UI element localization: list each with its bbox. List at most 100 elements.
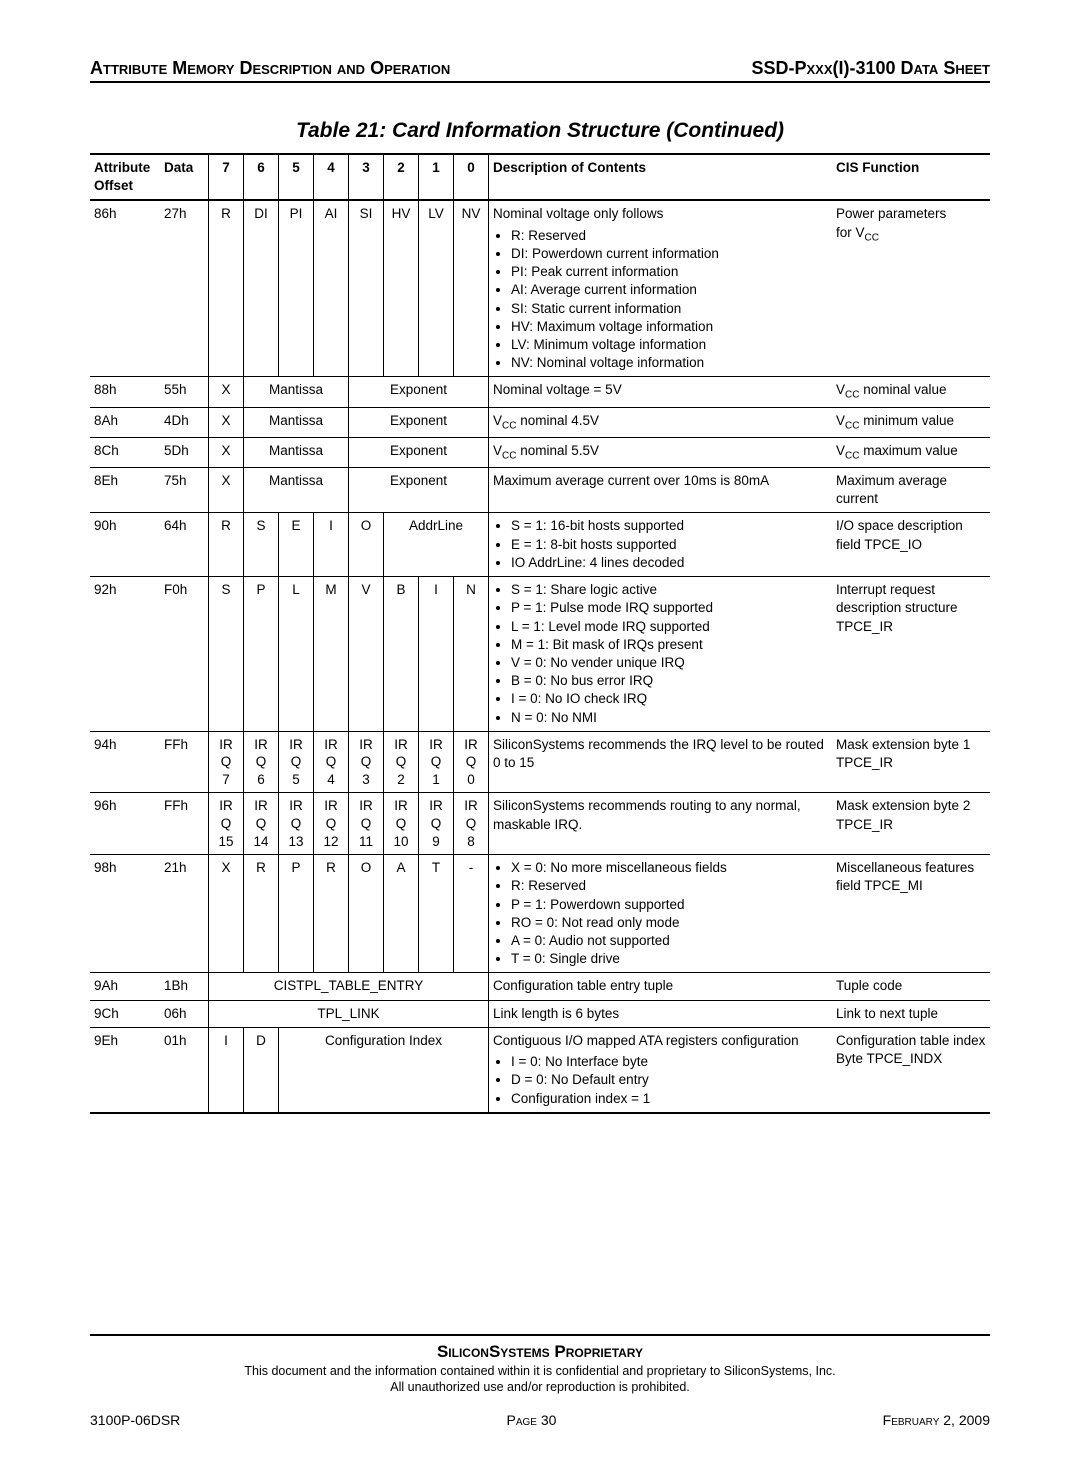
list-item: N = 0: No NMI: [511, 709, 828, 727]
cell-cis: Link to next tuple: [832, 1000, 990, 1027]
bit-cell: IRQ10: [384, 793, 419, 855]
bit-span: Configuration Index: [279, 1027, 489, 1112]
col-bit0: 0: [454, 154, 489, 200]
cell-offset: 8Ah: [90, 407, 160, 437]
bit-span: Exponent: [349, 407, 489, 437]
cis-sub: CC: [845, 390, 859, 401]
table-row: 90h 64h R S E I O AddrLine S = 1: 16-bit…: [90, 513, 990, 577]
bit-cell: I: [209, 1027, 244, 1112]
cell-desc: SiliconSystems recommends routing to any…: [489, 793, 833, 855]
table-row: 9Ch 06h TPL_LINK Link length is 6 bytes …: [90, 1000, 990, 1027]
table-row: 9Eh 01h I D Configuration Index Contiguo…: [90, 1027, 990, 1112]
table-row: 98h 21h X R P R O A T - X = 0: No more m…: [90, 855, 990, 973]
list-item: S = 1: 16-bit hosts supported: [511, 517, 828, 535]
list-item: R: Reserved: [511, 227, 828, 245]
col-bit3: 3: [349, 154, 384, 200]
cell-data: 75h: [160, 467, 209, 512]
table-row: 92h F0h S P L M V B I N S = 1: Share log…: [90, 577, 990, 732]
bit-span: Mantissa: [244, 407, 349, 437]
cell-data: 01h: [160, 1027, 209, 1112]
header-right: SSD-Pxxx(I)-3100 Data Sheet: [751, 58, 990, 79]
footer-date: February 2, 2009: [883, 1412, 990, 1428]
list-item: DI: Powerdown current information: [511, 245, 828, 263]
list-item: Configuration index = 1: [511, 1090, 828, 1108]
bit-cell: IRQ0: [454, 731, 489, 793]
list-item: V = 0: No vender unique IRQ: [511, 654, 828, 672]
bit-cell: DI: [244, 200, 279, 376]
cell-cis: Configuration table index Byte TPCE_INDX: [832, 1027, 990, 1112]
col-bit6: 6: [244, 154, 279, 200]
bit-cell: L: [279, 577, 314, 732]
cell-offset: 90h: [90, 513, 160, 577]
cell-desc: VCC nominal 4.5V: [489, 407, 833, 437]
bit-span: Exponent: [349, 377, 489, 407]
bit-cell: IRQ5: [279, 731, 314, 793]
col-desc: Description of Contents: [489, 154, 833, 200]
table-row: 86h 27h R DI PI AI SI HV LV NV Nominal v…: [90, 200, 990, 376]
cell-cis: VCC minimum value: [832, 407, 990, 437]
bit-cell: P: [279, 855, 314, 973]
cell-offset: 9Ch: [90, 1000, 160, 1027]
cell-offset: 8Eh: [90, 467, 160, 512]
bit-cell: LV: [419, 200, 454, 376]
table-header-row: Attribute Offset Data 7 6 5 4 3 2 1 0 De…: [90, 154, 990, 200]
cell-cis: Power parameters for VCC: [832, 200, 990, 376]
stack-text: IRQ1: [423, 736, 449, 789]
stack-text: IRQ2: [388, 736, 414, 789]
cell-data: 1Bh: [160, 973, 209, 1000]
bit-span: Mantissa: [244, 377, 349, 407]
desc-bullets: S = 1: 16-bit hosts supported E = 1: 8-b…: [493, 517, 828, 572]
stack-text: IRQ10: [388, 797, 414, 850]
bit-span: Mantissa: [244, 437, 349, 467]
bit-cell: I: [419, 577, 454, 732]
desc-text: nominal 4.5V: [516, 413, 599, 428]
table-row: 96h FFh IRQ15 IRQ14 IRQ13 IRQ12 IRQ11 IR…: [90, 793, 990, 855]
stack-text: IRQ15: [213, 797, 239, 850]
cell-desc: S = 1: Share logic active P = 1: Pulse m…: [489, 577, 833, 732]
stack-text: IRQ0: [458, 736, 484, 789]
list-item: PI: Peak current information: [511, 263, 828, 281]
cell-data: 55h: [160, 377, 209, 407]
cell-desc: Configuration table entry tuple: [489, 973, 833, 1000]
cell-data: 27h: [160, 200, 209, 376]
table-row: 88h 55h X Mantissa Exponent Nominal volt…: [90, 377, 990, 407]
list-item: I = 0: No Interface byte: [511, 1053, 828, 1071]
bit-cell: A: [384, 855, 419, 973]
cis-text: minimum value: [859, 413, 954, 428]
cell-data: 5Dh: [160, 437, 209, 467]
bit-cell: IRQ6: [244, 731, 279, 793]
bit-cell: M: [314, 577, 349, 732]
cis-text: V: [836, 382, 845, 397]
desc-sub: CC: [502, 450, 516, 461]
bit-cell: IRQ14: [244, 793, 279, 855]
desc-text: V: [493, 413, 502, 428]
list-item: RO = 0: Not read only mode: [511, 914, 828, 932]
col-offset: Attribute Offset: [90, 154, 160, 200]
cis-table: Attribute Offset Data 7 6 5 4 3 2 1 0 De…: [90, 153, 990, 1114]
bit-cell: X: [209, 377, 244, 407]
cell-offset: 88h: [90, 377, 160, 407]
list-item: M = 1: Bit mask of IRQs present: [511, 636, 828, 654]
cis-text: V: [836, 443, 845, 458]
bit-cell: IRQ9: [419, 793, 454, 855]
col-bit2: 2: [384, 154, 419, 200]
cell-data: 06h: [160, 1000, 209, 1027]
list-item: S = 1: Share logic active: [511, 581, 828, 599]
list-item: T = 0: Single drive: [511, 950, 828, 968]
cell-desc: Maximum average current over 10ms is 80m…: [489, 467, 833, 512]
bit-cell: R: [209, 200, 244, 376]
cis-sub: CC: [845, 420, 859, 431]
bit-span: Mantissa: [244, 467, 349, 512]
footer-line2: All unauthorized use and/or reproduction…: [90, 1380, 990, 1394]
bit-cell: D: [244, 1027, 279, 1112]
list-item: NV: Nominal voltage information: [511, 354, 828, 372]
list-item: L = 1: Level mode IRQ supported: [511, 618, 828, 636]
list-item: SI: Static current information: [511, 300, 828, 318]
cell-cis: Mask extension byte 1 TPCE_IR: [832, 731, 990, 793]
cell-data: F0h: [160, 577, 209, 732]
list-item: I = 0: No IO check IRQ: [511, 690, 828, 708]
desc-text: nominal 5.5V: [516, 443, 599, 458]
col-bit1: 1: [419, 154, 454, 200]
col-bit5: 5: [279, 154, 314, 200]
bit-cell: N: [454, 577, 489, 732]
